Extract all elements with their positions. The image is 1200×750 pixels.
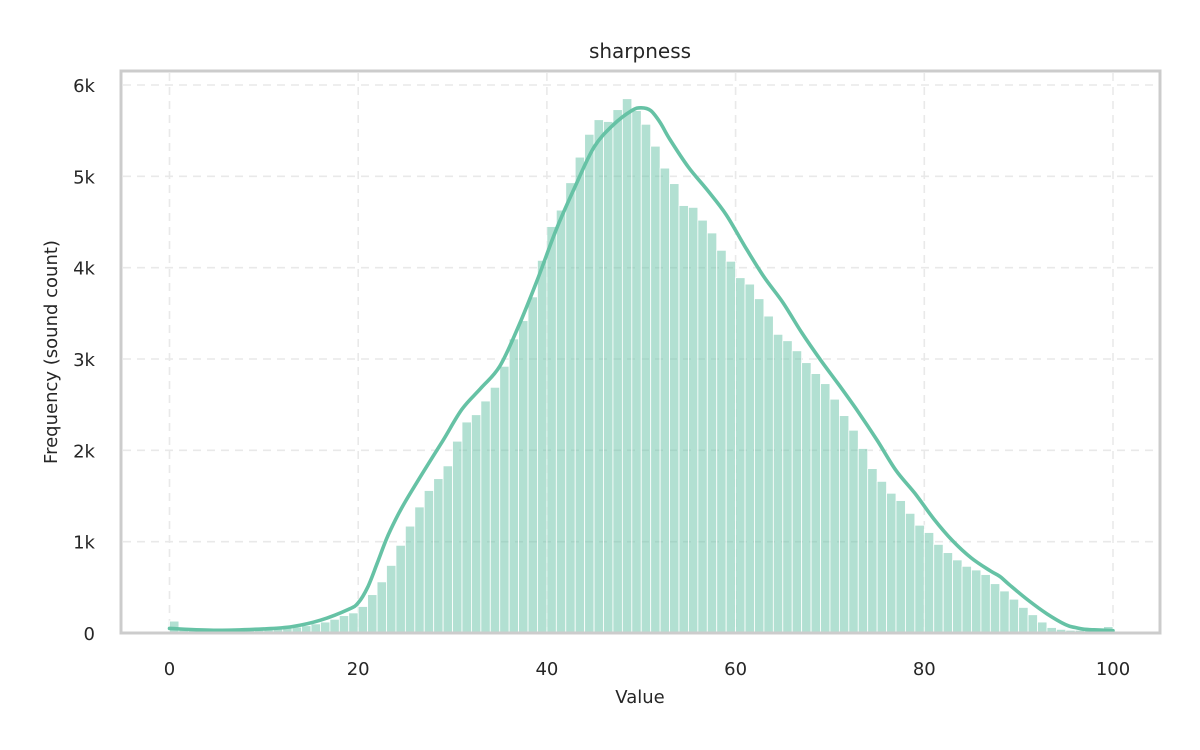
histogram-bar <box>376 581 387 634</box>
y-tick-label: 3k <box>73 350 95 371</box>
histogram-bar <box>989 583 1001 634</box>
histogram-bar <box>565 182 576 634</box>
histogram-bar <box>886 492 897 634</box>
histogram-bar <box>942 552 954 634</box>
histogram-bar <box>735 277 746 634</box>
histogram-bar <box>971 569 982 634</box>
histogram-bar <box>1027 614 1038 634</box>
histogram-bar <box>471 414 482 634</box>
y-tick-labels: 0 1k 2k 3k 4k 5k 6k <box>73 76 95 645</box>
histogram-bar <box>508 338 519 634</box>
histogram-bar <box>820 383 831 634</box>
histogram-bar <box>801 362 812 634</box>
histogram-bar <box>857 448 869 634</box>
y-tick-label: 2k <box>73 441 95 462</box>
histogram-bar <box>1008 598 1020 634</box>
histogram-bar <box>782 340 793 634</box>
histogram-bar <box>584 133 595 634</box>
x-tick-label: 100 <box>1096 659 1130 680</box>
histogram-bar <box>791 350 803 634</box>
x-tick-label: 20 <box>347 659 370 680</box>
histogram-bar <box>688 206 699 634</box>
histogram-bar <box>669 183 680 634</box>
histogram-bar <box>518 320 529 634</box>
histogram-bar <box>952 559 963 634</box>
histogram-bar <box>867 468 878 634</box>
histogram-bar <box>640 123 652 634</box>
histogram-bar <box>480 400 491 634</box>
histogram-bar <box>914 524 925 634</box>
histogram-bar <box>395 544 406 634</box>
x-tick-label: 80 <box>913 659 936 680</box>
histogram-bar <box>593 119 604 634</box>
histogram-bar <box>697 219 708 634</box>
histogram-bar <box>772 333 784 634</box>
histogram-bar <box>452 440 463 634</box>
histogram-bar <box>678 205 689 634</box>
histogram-bar <box>574 156 586 634</box>
histogram-bar <box>923 532 935 634</box>
histogram-bar <box>612 109 623 634</box>
y-tick-label: 0 <box>84 624 95 645</box>
histogram-bar <box>442 465 453 634</box>
histogram-bar <box>876 480 887 634</box>
histogram-bar <box>999 590 1010 634</box>
y-tick-label: 4k <box>73 259 95 280</box>
x-tick-label: 60 <box>724 659 747 680</box>
y-axis-label: Frequency (sound count) <box>41 240 62 464</box>
histogram-bar <box>357 606 369 634</box>
histogram-bar <box>320 621 331 634</box>
histogram-bar <box>1037 621 1048 634</box>
plot-frame <box>119 69 1162 635</box>
chart-title: sharpness <box>589 39 691 63</box>
histogram-bar <box>546 226 557 634</box>
x-tick-label: 40 <box>535 659 558 680</box>
histogram-bar <box>754 298 765 634</box>
histogram-bar <box>631 110 642 634</box>
histogram-bar <box>1018 607 1029 634</box>
histogram-bar <box>404 525 416 634</box>
histogram-bar <box>461 421 472 634</box>
histogram-bar <box>338 615 350 634</box>
histogram-bar <box>744 283 755 634</box>
histogram-bar <box>716 249 727 634</box>
histogram-bar <box>848 429 859 634</box>
histogram-bar <box>621 98 633 634</box>
histogram-bar <box>810 373 821 634</box>
histogram-bar <box>659 167 670 634</box>
histogram-bar <box>838 415 850 634</box>
x-axis-label: Value <box>615 687 664 708</box>
y-tick-label: 5k <box>73 167 95 188</box>
histogram-bar <box>527 296 538 634</box>
kde-curve <box>167 106 1115 633</box>
histogram-bar <box>537 259 548 634</box>
x-tick-labels: 0 20 40 60 80 100 <box>164 659 1130 680</box>
histogram-bar <box>829 398 840 634</box>
histogram-bar <box>348 612 359 634</box>
histogram-bar <box>725 260 736 634</box>
histogram-bar <box>423 490 435 634</box>
histogram-bar <box>489 386 501 634</box>
histogram-bar <box>933 544 944 634</box>
histogram-bar <box>706 232 718 634</box>
histogram-bar <box>763 315 774 634</box>
histogram-bar <box>499 365 510 634</box>
histogram-bar <box>961 565 972 634</box>
histogram-bar <box>980 574 991 634</box>
histogram-bars <box>169 98 1114 634</box>
histogram-bar <box>650 145 661 634</box>
y-tick-label: 1k <box>73 533 95 554</box>
histogram-bar <box>433 478 444 634</box>
histogram-bar <box>895 500 906 634</box>
histogram-bar <box>329 618 340 634</box>
x-tick-label: 0 <box>164 659 175 680</box>
histogram-bar <box>386 565 397 634</box>
histogram-bar <box>555 209 567 634</box>
histogram-bar <box>603 121 614 634</box>
histogram-bar <box>905 512 916 634</box>
histogram-bar <box>414 506 425 634</box>
histogram-bar <box>367 594 378 634</box>
y-tick-label: 6k <box>73 76 95 97</box>
